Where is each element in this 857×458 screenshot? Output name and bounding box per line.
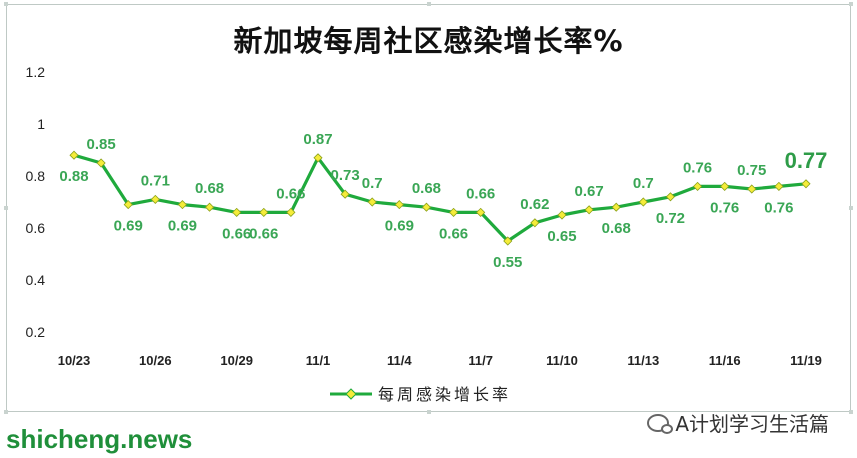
data-label: 0.76: [710, 199, 739, 216]
data-label: 0.69: [385, 218, 414, 235]
data-point-marker: [177, 200, 188, 210]
data-label: 0.75: [737, 162, 766, 179]
data-point-marker: [611, 202, 621, 212]
data-label: 0.65: [547, 228, 576, 245]
x-tick-label: 11/1: [306, 353, 331, 368]
data-label: 0.68: [195, 180, 224, 197]
data-point-marker: [638, 197, 648, 207]
resize-handle-bottom-right[interactable]: [849, 410, 853, 414]
y-tick-label: 0.4: [26, 272, 46, 288]
data-point-marker: [448, 207, 459, 217]
data-point-marker: [150, 194, 160, 204]
chart-title: 新加坡每周社区感染增长率%: [233, 24, 624, 58]
x-tick-label: 11/13: [627, 353, 659, 368]
y-tick-label: 0.2: [26, 324, 46, 340]
series-line: [73, 153, 807, 243]
data-label: 0.73: [331, 167, 360, 184]
data-label: 0.67: [575, 183, 604, 200]
data-label: 0.85: [87, 136, 116, 153]
data-point-marker: [747, 184, 757, 194]
legend-label: 每周感染增长率: [378, 385, 511, 404]
x-tick-label: 11/19: [790, 353, 822, 368]
data-label: 0.66: [276, 185, 305, 202]
data-point-marker: [584, 205, 594, 215]
data-label: 0.68: [412, 180, 441, 197]
data-point-marker: [340, 189, 350, 199]
data-point-marker: [69, 150, 79, 160]
resize-handle-top[interactable]: [427, 2, 431, 6]
y-tick-label: 1: [37, 116, 45, 132]
data-label: 0.66: [222, 225, 251, 242]
y-tick-label: 0.6: [26, 220, 46, 236]
data-point-marker: [367, 197, 377, 207]
data-label: 0.66: [466, 185, 495, 202]
x-tick-label: 11/10: [546, 353, 578, 368]
data-label: 0.69: [114, 218, 143, 235]
data-point-marker: [557, 210, 567, 220]
resize-handle-right[interactable]: [849, 206, 853, 210]
watermark-account: A计划学习生活篇: [647, 408, 829, 437]
data-point-marker: [232, 207, 242, 217]
data-label: 0.87: [303, 131, 332, 148]
resize-handle-top-left[interactable]: [4, 2, 8, 6]
resize-handle-left[interactable]: [4, 206, 8, 210]
data-point-marker: [204, 202, 215, 212]
data-label: 0.76: [683, 159, 712, 176]
watermark-site: shicheng.news: [6, 424, 193, 454]
y-axis-ticks: 0.2 0.4 0.6 0.8 1 1.2: [26, 64, 46, 340]
data-point-marker: [530, 218, 540, 228]
data-label: 0.77: [785, 148, 828, 173]
data-point-marker: [801, 179, 811, 189]
data-label: 0.69: [168, 218, 197, 235]
y-tick-label: 0.8: [26, 168, 46, 184]
x-tick-label: 10/23: [58, 353, 91, 368]
data-point-marker: [286, 207, 296, 217]
data-label: 0.7: [362, 175, 383, 192]
data-label: 0.76: [764, 199, 793, 216]
x-tick-label: 11/4: [387, 353, 412, 368]
legend: 每周感染增长率: [330, 385, 511, 404]
legend-marker-swatch: [345, 388, 357, 400]
watermark-account-name: A计划学习生活篇: [675, 412, 829, 436]
resize-handle-bottom[interactable]: [427, 410, 431, 414]
data-label: 0.66: [439, 225, 468, 242]
x-tick-label: 11/7: [468, 353, 493, 368]
data-point-marker: [123, 200, 133, 210]
y-tick-label: 1.2: [26, 64, 46, 80]
data-point-marker: [476, 207, 486, 217]
data-point-marker: [313, 153, 323, 163]
series-line-group: [73, 153, 807, 243]
data-point-marker: [720, 181, 730, 191]
data-point-marker: [259, 207, 269, 217]
data-label: 0.62: [520, 196, 549, 213]
data-label: 0.88: [59, 168, 88, 185]
data-label: 0.72: [656, 210, 685, 227]
data-point-marker: [665, 192, 676, 202]
data-label: 0.66: [249, 225, 278, 242]
x-axis-ticks: 10/23 10/26 10/29 11/1 11/4 11/7 11/10 11/13 11/…: [58, 353, 822, 368]
data-point-marker: [692, 181, 703, 191]
x-tick-label: 10/26: [139, 353, 172, 368]
data-point-marker: [96, 158, 106, 168]
series-markers: [69, 150, 811, 246]
data-labels: 0.880.850.690.710.690.680.660.660.660.87…: [59, 131, 827, 271]
data-label: 0.68: [602, 220, 631, 237]
x-tick-label: 10/29: [220, 353, 253, 368]
wechat-icon: [647, 413, 674, 434]
resize-handle-bottom-left[interactable]: [4, 410, 8, 414]
data-point-marker: [394, 200, 404, 210]
data-point-marker: [503, 236, 513, 246]
data-point-marker: [421, 202, 432, 212]
data-label: 0.7: [633, 175, 654, 192]
data-label: 0.55: [493, 254, 522, 271]
data-label: 0.71: [141, 172, 170, 189]
x-tick-label: 11/16: [709, 353, 741, 368]
data-point-marker: [774, 181, 784, 191]
resize-handle-top-right[interactable]: [849, 2, 853, 6]
